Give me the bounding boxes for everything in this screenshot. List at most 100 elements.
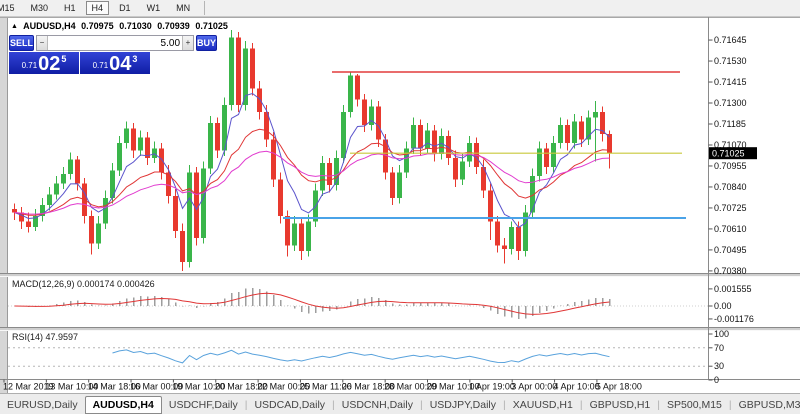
ohlc-open: 0.70975 xyxy=(81,21,114,31)
tab-separator: | xyxy=(657,398,661,411)
ask-price-prefix: 0.71 xyxy=(92,61,109,70)
volume-increase-button[interactable]: + xyxy=(182,36,194,50)
time-axis-label: 25 Mar 11:00 xyxy=(299,382,351,392)
price-axis-label: 0.70840 xyxy=(714,182,747,192)
collapse-panel-icon[interactable]: ▲ xyxy=(11,23,18,30)
tab-eurusd-daily[interactable]: EURUSD,Daily xyxy=(7,398,78,411)
tab-separator: | xyxy=(579,398,583,411)
rsi-axis-label: 0 xyxy=(714,375,719,385)
candle-bull xyxy=(593,101,598,162)
time-axis-label: 28 Mar 00:00 xyxy=(384,382,437,392)
candle-bull xyxy=(397,165,402,204)
candle-bull xyxy=(292,216,297,251)
buy-button[interactable]: BUY xyxy=(196,35,218,51)
timeframe-button-d1[interactable]: D1 xyxy=(113,1,137,15)
tab-usdchf-daily[interactable]: USDCHF,Daily xyxy=(168,398,238,411)
macd-axis-label: 0.001555 xyxy=(714,284,752,294)
price-axis-label: 0.70380 xyxy=(714,266,747,276)
candle-bear xyxy=(75,155,80,191)
candle-bull xyxy=(572,113,577,149)
chart-symbol: AUDUSD,H4 xyxy=(23,21,76,31)
current-price-badge xyxy=(709,147,757,160)
candle-bear xyxy=(194,166,199,246)
volume-decrease-button[interactable]: − xyxy=(37,36,49,50)
candle-bull xyxy=(586,110,591,145)
volume-input[interactable] xyxy=(48,36,183,50)
candle-bear xyxy=(250,42,255,96)
time-axis-label: 19 Mar 10:00 xyxy=(172,382,225,392)
ohlc-high: 0.71030 xyxy=(119,21,152,31)
timeframe-button-m15[interactable]: M15 xyxy=(0,1,21,15)
candle-bull xyxy=(222,97,227,156)
candle-bull xyxy=(40,197,45,222)
ask-price-sup: 3 xyxy=(132,54,138,64)
ma-slow-line[interactable] xyxy=(14,150,610,215)
candle-bull xyxy=(334,150,339,191)
candle-bear xyxy=(180,223,185,271)
candle-bear xyxy=(19,207,24,229)
current-price-badge-label: 0.71025 xyxy=(712,149,745,159)
candle-bear xyxy=(131,123,136,158)
window-left-frame xyxy=(0,17,7,393)
candle-bear xyxy=(278,172,283,224)
timeframe-button-mn[interactable]: MN xyxy=(170,1,196,15)
tab-usdjpy-daily[interactable]: USDJPY,Daily xyxy=(429,398,497,411)
timeframe-button-m30[interactable]: M30 xyxy=(25,1,55,15)
candle-bear xyxy=(495,216,500,253)
candle-bull xyxy=(229,30,234,111)
candle-bear xyxy=(215,117,220,158)
candle-bull xyxy=(320,155,325,197)
timeframe-button-h1[interactable]: H1 xyxy=(58,1,82,15)
tab-sp500-m15[interactable]: SP500,M15 xyxy=(667,398,722,411)
candle-bear xyxy=(383,134,388,180)
tab-usdcad-daily[interactable]: USDCAD,Daily xyxy=(254,398,326,411)
panel-separator[interactable] xyxy=(0,273,800,277)
price-axis-label: 0.70495 xyxy=(714,245,747,255)
candle-bull xyxy=(439,128,444,160)
candle-bear xyxy=(257,81,262,120)
candle-bear xyxy=(565,119,570,151)
sell-button[interactable]: SELL xyxy=(9,35,35,51)
bid-price-big: 02 xyxy=(38,53,61,75)
candle-bull xyxy=(187,165,192,268)
ask-price-panel[interactable]: 0.71 04 3 xyxy=(80,52,150,74)
candle-bull xyxy=(558,117,563,149)
candle-bear xyxy=(432,124,437,162)
time-axis-label: 26 Mar 18:00 xyxy=(342,382,395,392)
time-axis-label: 12 Mar 2019 xyxy=(3,382,54,392)
candle-bull xyxy=(152,141,157,164)
time-axis-label: 16 Mar 00:00 xyxy=(130,382,183,392)
candle-bear xyxy=(481,159,486,198)
rsi-line xyxy=(112,349,610,364)
tab-usdcnh-daily[interactable]: USDCNH,Daily xyxy=(341,398,413,411)
candle-bull xyxy=(369,99,374,131)
candle-bear xyxy=(236,31,241,113)
macd-axis-label: 0.00 xyxy=(714,301,732,311)
tab-separator: | xyxy=(503,398,506,411)
timeframe-button-h4[interactable]: H4 xyxy=(85,1,110,15)
ma-mid-line[interactable] xyxy=(14,128,610,216)
candle-bull xyxy=(138,130,143,156)
bid-price-panel[interactable]: 0.71 02 5 xyxy=(9,52,79,74)
macd-axis-label: -0.001176 xyxy=(714,314,754,324)
tab-gbpusd-m30[interactable]: GBPUSD,M30 xyxy=(738,398,800,411)
candle-bear xyxy=(502,238,507,264)
one-click-trading-panel: SELL − + BUY 0.71 02 5 0.71 04 3 xyxy=(9,35,218,74)
tab-audusd-h4[interactable]: AUDUSD,H4 xyxy=(84,395,162,414)
time-axis-label: 1 Apr 19:00 xyxy=(469,382,515,392)
candle-bear xyxy=(390,166,395,206)
candle-bull xyxy=(348,71,353,118)
ask-price-big: 04 xyxy=(109,53,132,75)
timeframe-button-w1[interactable]: W1 xyxy=(141,1,167,15)
ohlc-low: 0.70939 xyxy=(157,21,190,31)
candle-bull xyxy=(306,214,311,257)
candle-bull xyxy=(47,186,52,211)
candle-bull xyxy=(61,166,66,189)
tab-gbpusd-h1[interactable]: GBPUSD,H1 xyxy=(589,398,651,411)
panel-separator[interactable] xyxy=(0,327,800,331)
rsi-axis-label: 70 xyxy=(714,343,724,353)
tab-xauusd-h1[interactable]: XAUUSD,H1 xyxy=(512,398,573,411)
price-axis-label: 0.70725 xyxy=(714,203,747,213)
candle-bear xyxy=(299,217,304,260)
